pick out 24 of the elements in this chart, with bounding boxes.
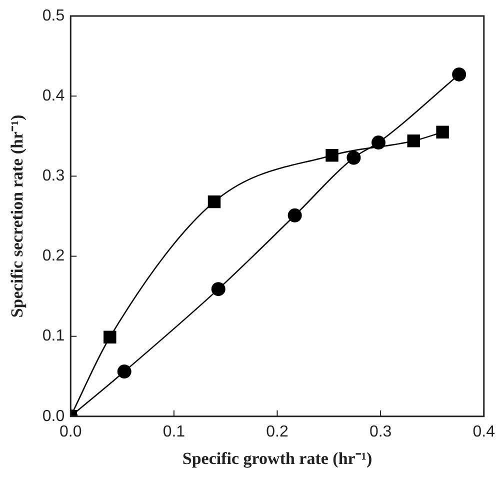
point: [326, 148, 338, 162]
x-tick-label: 0.3: [369, 423, 392, 440]
point: [407, 134, 420, 148]
y-tick-label: 0.2: [42, 248, 65, 265]
x-tick-label: 0.2: [266, 423, 288, 440]
point: [117, 364, 132, 379]
y-tick-label: 0.1: [42, 328, 65, 345]
x-tick-label: 0.1: [162, 423, 186, 440]
y-tick-label: 0.4: [42, 87, 65, 104]
x-axis-title: Specific growth rate (hr⁻¹): [182, 449, 372, 468]
point: [208, 195, 221, 208]
y-tick-label: 0.5: [42, 7, 65, 24]
point: [211, 282, 226, 296]
point: [436, 126, 449, 138]
point: [288, 208, 302, 222]
y-tick-label: 0.0: [42, 408, 65, 425]
x-tick-label: 0.0: [60, 423, 82, 440]
x-tick-label: 0.4: [472, 423, 496, 440]
point: [104, 330, 116, 344]
y-axis-title: Specific secretion rate (hr⁻¹): [8, 114, 27, 318]
y-tick-label: 0.3: [42, 168, 65, 185]
point: [452, 67, 466, 82]
point: [346, 150, 361, 165]
point: [372, 136, 386, 150]
